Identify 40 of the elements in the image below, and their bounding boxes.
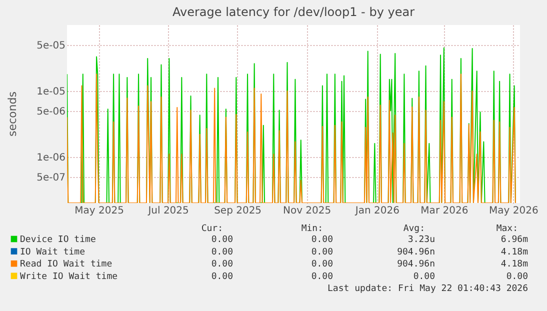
text: 0.00 (211, 235, 233, 245)
x-tick-label: Mar 2026 (420, 206, 468, 216)
text: 6.96m (500, 235, 528, 245)
x-tick-label: Nov 2025 (282, 206, 332, 216)
y-tick-label: 1e-05 (36, 86, 66, 98)
legend-label: Write IO Wait time (20, 272, 118, 282)
text: 904.96n (397, 247, 435, 258)
text: 0.00 (311, 260, 333, 270)
text: 0.00 (413, 272, 435, 282)
text: 0.00 (311, 272, 333, 282)
text: 0.00 (311, 235, 333, 245)
text: 0.00 (211, 260, 233, 270)
text: 0.00 (211, 247, 233, 258)
text: 4.18m (500, 247, 528, 258)
y-tick-label: 5e-07 (36, 172, 66, 184)
text: 0.00 (311, 247, 333, 258)
text: Last update: Fri May 22 01:40:43 2026 (328, 284, 528, 294)
x-tick-label: Jul 2025 (147, 206, 189, 216)
text: Min: (301, 224, 323, 234)
text: 3.23u (408, 235, 435, 245)
y-tick-label: 5e-06 (36, 106, 66, 118)
y-tick-label: 5e-05 (36, 40, 66, 52)
text: Cur: (201, 224, 223, 234)
legend-label: IO Wait time (20, 247, 86, 258)
text: 904.96n (397, 260, 435, 270)
legend-label: Read IO Wait time (20, 260, 112, 270)
legend-label: Device IO time (20, 235, 96, 245)
line-series (67, 74, 516, 203)
text: 0.00 (211, 272, 233, 282)
text: 4.18m (500, 260, 528, 270)
text: 0.00 (506, 272, 528, 282)
x-tick-label: May 2026 (489, 206, 538, 216)
y-tick-label: 1e-06 (36, 152, 66, 164)
text: Avg: (403, 224, 425, 234)
x-tick-label: Sep 2025 (214, 206, 262, 216)
y-axis-title: seconds (6, 91, 19, 136)
x-tick-label: Jan 2026 (354, 206, 400, 216)
text: Max: (496, 224, 518, 234)
x-tick-label: May 2025 (74, 206, 124, 216)
chart-title: Average latency for /dev/loop1 - by year (172, 5, 415, 19)
